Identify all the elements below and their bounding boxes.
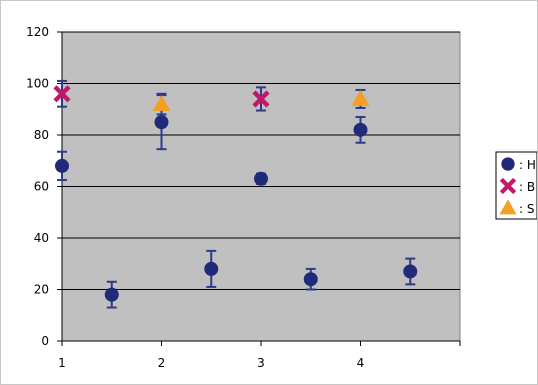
y-tick-label: 120 <box>26 25 49 39</box>
x-tick-label: 2 <box>158 356 166 370</box>
legend: : H : B : S <box>495 151 537 220</box>
data-point <box>254 171 268 186</box>
legend-marker <box>499 199 517 215</box>
data-point <box>55 158 69 173</box>
y-tick-label: 100 <box>26 77 49 91</box>
y-tick-label: 80 <box>34 128 49 142</box>
x-tick-label: 3 <box>257 356 265 370</box>
y-tick-label: 20 <box>34 283 49 297</box>
data-point <box>204 261 219 276</box>
legend-label: : S <box>519 202 534 216</box>
data-point <box>403 264 418 279</box>
data-point <box>351 89 370 106</box>
y-tick-label: 60 <box>34 180 49 194</box>
series-0 <box>55 94 418 309</box>
legend-marker <box>501 157 515 171</box>
data-point <box>152 95 171 111</box>
data-point <box>53 85 71 103</box>
y-tick-label: 40 <box>34 231 49 245</box>
data-point <box>154 115 169 130</box>
legend-label: : H <box>519 158 536 172</box>
series-2 <box>152 88 370 116</box>
y-tick-label: 0 <box>41 334 49 348</box>
x-marker-stroke <box>499 177 517 195</box>
legend-label: : B <box>519 180 535 194</box>
data-point <box>353 122 368 137</box>
series-1 <box>53 79 270 112</box>
data-point <box>104 287 119 302</box>
x-tick-label: 4 <box>357 356 365 370</box>
legend-marker <box>499 177 517 195</box>
x-marker-stroke <box>252 90 270 108</box>
data-point <box>252 90 270 108</box>
x-tick-label: 1 <box>58 356 66 370</box>
data-point <box>303 272 318 287</box>
x-marker-stroke <box>53 85 71 103</box>
